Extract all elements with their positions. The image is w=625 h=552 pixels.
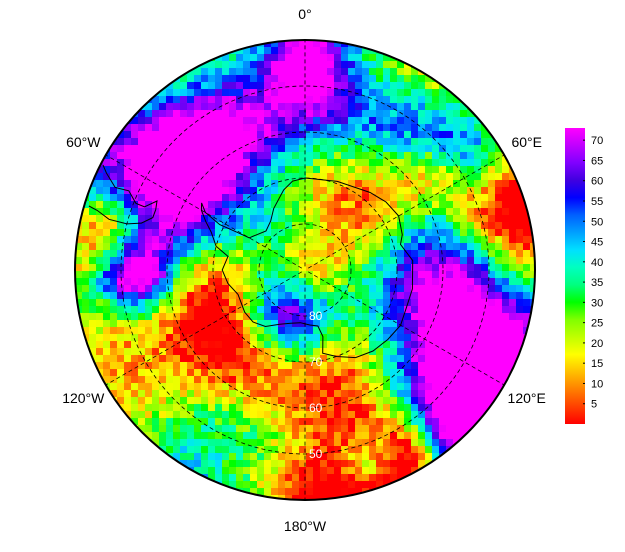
lon-label-120w: 120°W <box>62 390 105 406</box>
longitude-labels: 0° 60°E 120°E 180°W 120°W 60°W <box>62 6 546 534</box>
antarctica-coastline <box>88 164 414 359</box>
colorbar-gradient <box>565 128 585 424</box>
latitude-labels: 80 70 60 50 <box>309 309 323 461</box>
colorbar-tick-label: 40 <box>591 257 603 269</box>
latitude-label: 60 <box>309 401 323 415</box>
map-boundary <box>74 39 536 501</box>
colorbar-tick-label: 5 <box>591 399 597 411</box>
colorbar-tick-label: 30 <box>591 297 603 309</box>
colorbar-tick-label: 65 <box>591 155 603 167</box>
coastline-path <box>200 177 414 359</box>
latitude-label: 50 <box>309 447 323 461</box>
colorbar-tick-label: 25 <box>591 318 603 330</box>
south-america-coastline <box>88 164 158 225</box>
colorbar: 70 65 60 55 50 45 40 35 30 25 20 15 10 5 <box>565 128 603 424</box>
latitude-circle <box>120 85 490 455</box>
lon-label-180w: 180°W <box>284 518 327 534</box>
colorbar-tick-label: 20 <box>591 338 603 350</box>
lon-label-60w: 60°W <box>66 134 101 150</box>
colorbar-tick-label: 45 <box>591 237 603 249</box>
meridian-line <box>105 154 303 269</box>
colorbar-tick-label: 55 <box>591 196 603 208</box>
meridian-line <box>307 154 505 269</box>
lon-label-120e: 120°E <box>508 390 546 406</box>
latitude-label: 70 <box>309 355 323 369</box>
data-field <box>75 40 535 500</box>
graticule <box>75 40 535 500</box>
meridian-line <box>105 271 303 386</box>
colorbar-tick-label: 35 <box>591 277 603 289</box>
colorbar-tick-label: 60 <box>591 176 603 188</box>
lon-label-0: 0° <box>298 6 311 22</box>
latitude-circle <box>212 177 398 363</box>
colorbar-tick-label: 15 <box>591 358 603 370</box>
lon-label-60e: 60°E <box>511 134 542 150</box>
colorbar-tick-label: 70 <box>591 135 603 147</box>
colorbar-tick-label: 10 <box>591 378 603 390</box>
colorbar-tick-label: 50 <box>591 216 603 228</box>
latitude-label: 80 <box>309 309 323 323</box>
latitude-circle <box>166 131 444 409</box>
meridian-line <box>307 271 505 386</box>
